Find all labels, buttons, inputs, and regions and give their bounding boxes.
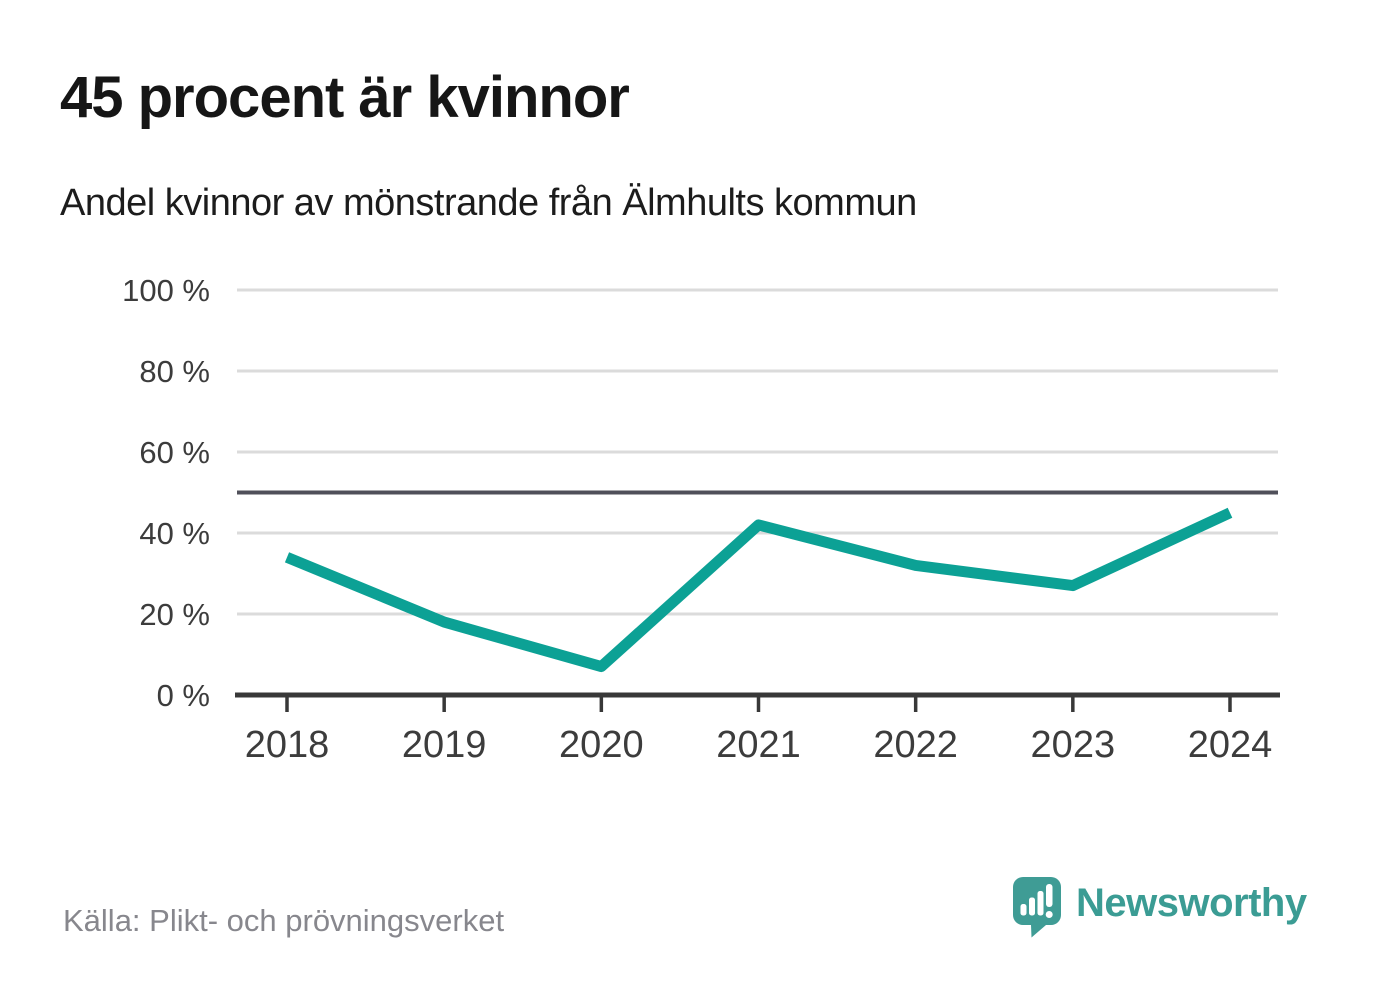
- x-axis-label: 2022: [873, 724, 958, 766]
- speech-bubble-shape: [1013, 877, 1061, 938]
- x-axis-label: 2020: [559, 724, 644, 766]
- y-axis-label: 60 %: [139, 435, 210, 470]
- page-title: 45 procent är kvinnor: [60, 65, 630, 130]
- logo-bar-small: [1020, 904, 1027, 916]
- logo-exclamation-bar: [1046, 884, 1053, 907]
- logo-exclamation-dot: [1045, 911, 1053, 918]
- y-axis-label: 0 %: [157, 678, 210, 713]
- logo-bar-medium: [1029, 897, 1035, 916]
- x-axis-label: 2021: [716, 724, 801, 766]
- logo-bar-tall: [1037, 891, 1044, 916]
- y-axis-label: 40 %: [139, 516, 210, 551]
- x-axis-label: 2024: [1188, 724, 1273, 766]
- y-axis-label: 80 %: [139, 354, 210, 389]
- x-axis-label: 2018: [245, 724, 330, 766]
- y-axis-label: 20 %: [139, 597, 210, 632]
- brand-lockup: Newsworthy: [1012, 875, 1307, 939]
- chart-subtitle: Andel kvinnor av mönstrande från Älmhult…: [60, 182, 917, 224]
- trend-line: [284, 507, 1233, 673]
- newsworthy-logo-icon: [1013, 877, 1061, 938]
- x-axis-label: 2023: [1031, 724, 1116, 766]
- x-axis-label: 2019: [402, 724, 487, 766]
- source-note: Källa: Plikt- och prövningsverket: [63, 903, 505, 938]
- brand-name: Newsworthy: [1076, 880, 1307, 925]
- y-axis-label: 100 %: [122, 273, 210, 308]
